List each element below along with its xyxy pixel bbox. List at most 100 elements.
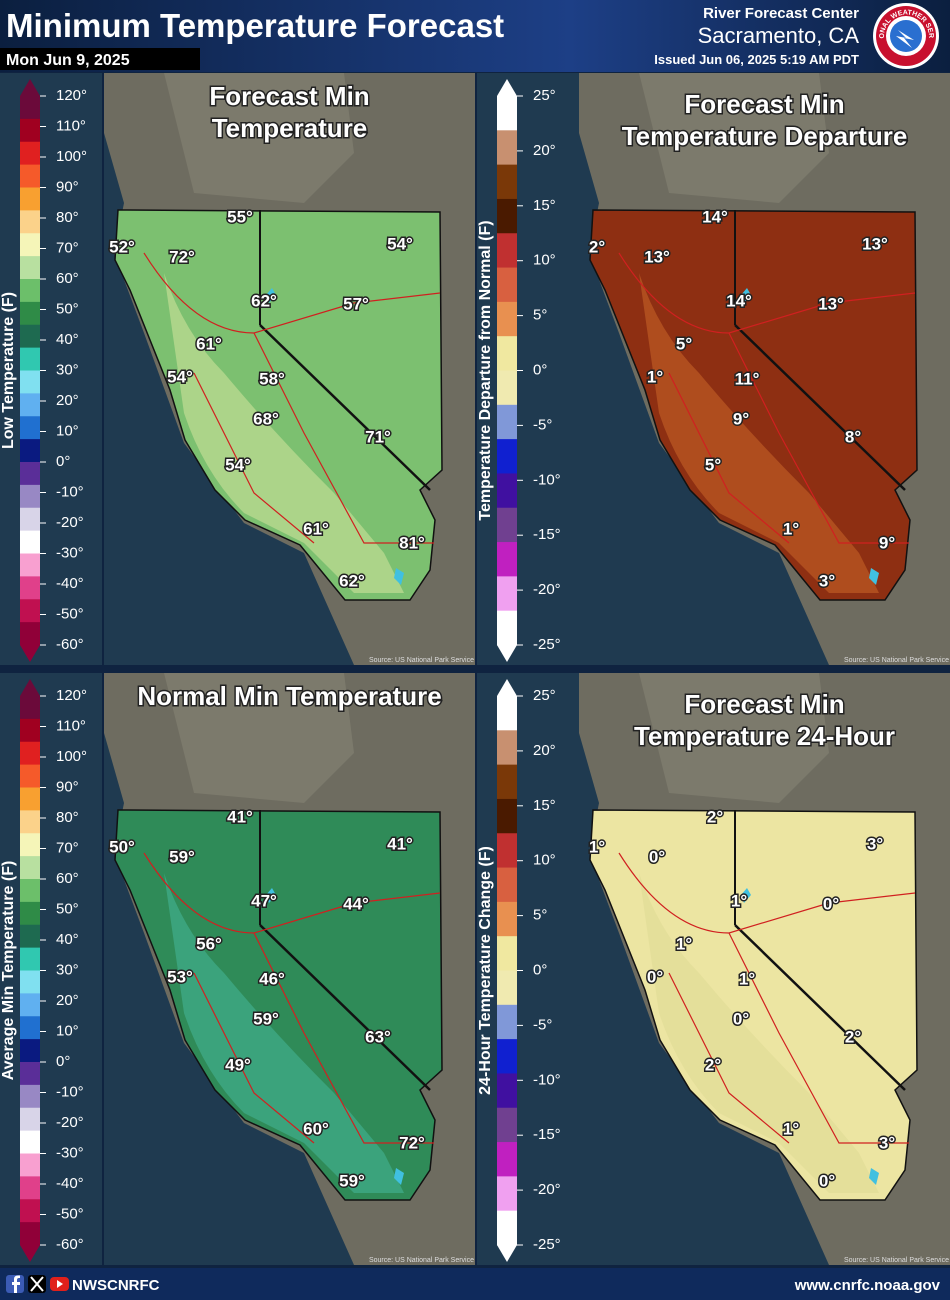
scale-tick-label: 30° [56, 361, 79, 378]
color-bar-segment [20, 393, 40, 417]
color-bar-segment [20, 696, 40, 720]
point-label: 1° [739, 969, 755, 988]
color-bar-segment [497, 439, 517, 474]
point-label: 8° [845, 427, 861, 446]
color-bar-segment [20, 970, 40, 994]
color-bar-bg [477, 73, 579, 665]
footer-social[interactable]: NWSCNRFC [72, 1277, 160, 1294]
point-label: 54° [167, 367, 193, 386]
point-label: 41° [387, 834, 413, 853]
color-bar-segment [20, 1199, 40, 1223]
color-bar-segment [497, 336, 517, 371]
point-label: 60° [303, 1119, 329, 1138]
color-bar-segment [497, 764, 517, 800]
color-bar-cap [497, 79, 517, 96]
footer-bar [0, 1268, 950, 1300]
color-bar-segment [20, 301, 40, 326]
panel-title: Temperature 24-Hour [634, 721, 895, 751]
scale-tick-label: 15° [533, 197, 556, 214]
date-box [0, 48, 200, 70]
color-bar-segment [497, 1107, 517, 1143]
color-bar-segment [20, 118, 40, 143]
color-bar-segment [497, 833, 517, 869]
color-bar-segment [20, 530, 40, 554]
point-label: 0° [733, 1009, 749, 1028]
color-bar-segment [497, 473, 517, 509]
source-note: Source: US National Park Service [844, 657, 949, 664]
color-bar-segment [20, 741, 40, 766]
roads [618, 852, 916, 1144]
state-region [589, 209, 918, 601]
color-bar-segment [20, 787, 40, 811]
lake [266, 888, 276, 903]
social-icons[interactable] [6, 1275, 69, 1293]
color-bar-segment [20, 416, 40, 440]
color-bar-segment [20, 810, 40, 834]
color-bar-bg [0, 673, 102, 1265]
scale-tick-label: 100° [56, 148, 87, 165]
color-bar-segment [20, 856, 40, 880]
point-label: 71° [365, 427, 391, 446]
panel-title: Temperature Departure [622, 121, 908, 151]
color-bar-segment [497, 1004, 517, 1040]
point-label: 1° [676, 934, 692, 953]
color-bar-segment [20, 947, 40, 971]
color-bar-segment [497, 1073, 517, 1109]
color-bar-segment [20, 764, 40, 788]
point-label: 52° [109, 237, 135, 256]
color-bar-segment [497, 1176, 517, 1212]
color-bar-segment [20, 507, 40, 532]
color-bar-segment [20, 279, 40, 303]
color-bar-segment [20, 164, 40, 188]
scale-label: 24-Hour Temperature Change (F) [477, 846, 494, 1095]
scale-tick-label: 0° [533, 361, 547, 378]
scale-tick-label: -50° [56, 605, 84, 622]
color-bar-segment [497, 233, 517, 269]
scale-tick-label: 110° [56, 717, 86, 734]
color-bar-bg [0, 73, 102, 665]
lake [394, 1168, 404, 1185]
point-label: 11° [735, 369, 760, 388]
header-title: Minimum Temperature Forecast [6, 7, 504, 44]
color-bar-cap [20, 645, 40, 662]
point-label: 0° [819, 1171, 835, 1190]
point-label: 55° [227, 207, 253, 226]
state-border [259, 924, 431, 1091]
scale-tick-label: 0° [533, 961, 547, 978]
lake [394, 568, 404, 585]
color-bar-segment [497, 696, 517, 731]
color-bar-segment [20, 256, 40, 280]
scale-tick-label: 20° [533, 742, 556, 759]
scale-tick-label: -25° [533, 636, 561, 653]
state-region [589, 809, 918, 1201]
color-bar-segment [497, 936, 517, 971]
point-label: 3° [819, 571, 835, 590]
scale-tick-label: -20° [56, 514, 84, 531]
color-bar-segment [20, 324, 40, 349]
scale-tick-label: -60° [56, 636, 84, 653]
point-label: 5° [676, 334, 692, 353]
point-label: 41° [227, 807, 253, 826]
scale-tick-label: 25° [533, 87, 556, 104]
scale-tick-label: -5° [533, 1016, 552, 1033]
color-bar-cap [20, 79, 40, 96]
color-bar: 120° 110° 100° 90° 80° 70° 60° 50° 40° 30° 20° 10° 0… [0, 673, 102, 1265]
point-label: 61° [196, 334, 222, 353]
state-border [734, 924, 906, 1091]
scale-tick-label: 10° [56, 422, 79, 439]
color-bar-segment [20, 901, 40, 926]
point-label: 9° [733, 409, 749, 428]
point-label: 1° [731, 891, 747, 910]
color-bar-segment [497, 610, 517, 646]
footer-url[interactable]: www.cnrfc.noaa.gov [794, 1277, 941, 1294]
header-date: Mon Jun 9, 2025 [6, 52, 130, 69]
scale-tick-label: -20° [533, 581, 561, 598]
scale-tick-label: 5° [533, 307, 547, 324]
point-label: 50° [109, 837, 135, 856]
point-label: 2° [845, 1027, 861, 1046]
